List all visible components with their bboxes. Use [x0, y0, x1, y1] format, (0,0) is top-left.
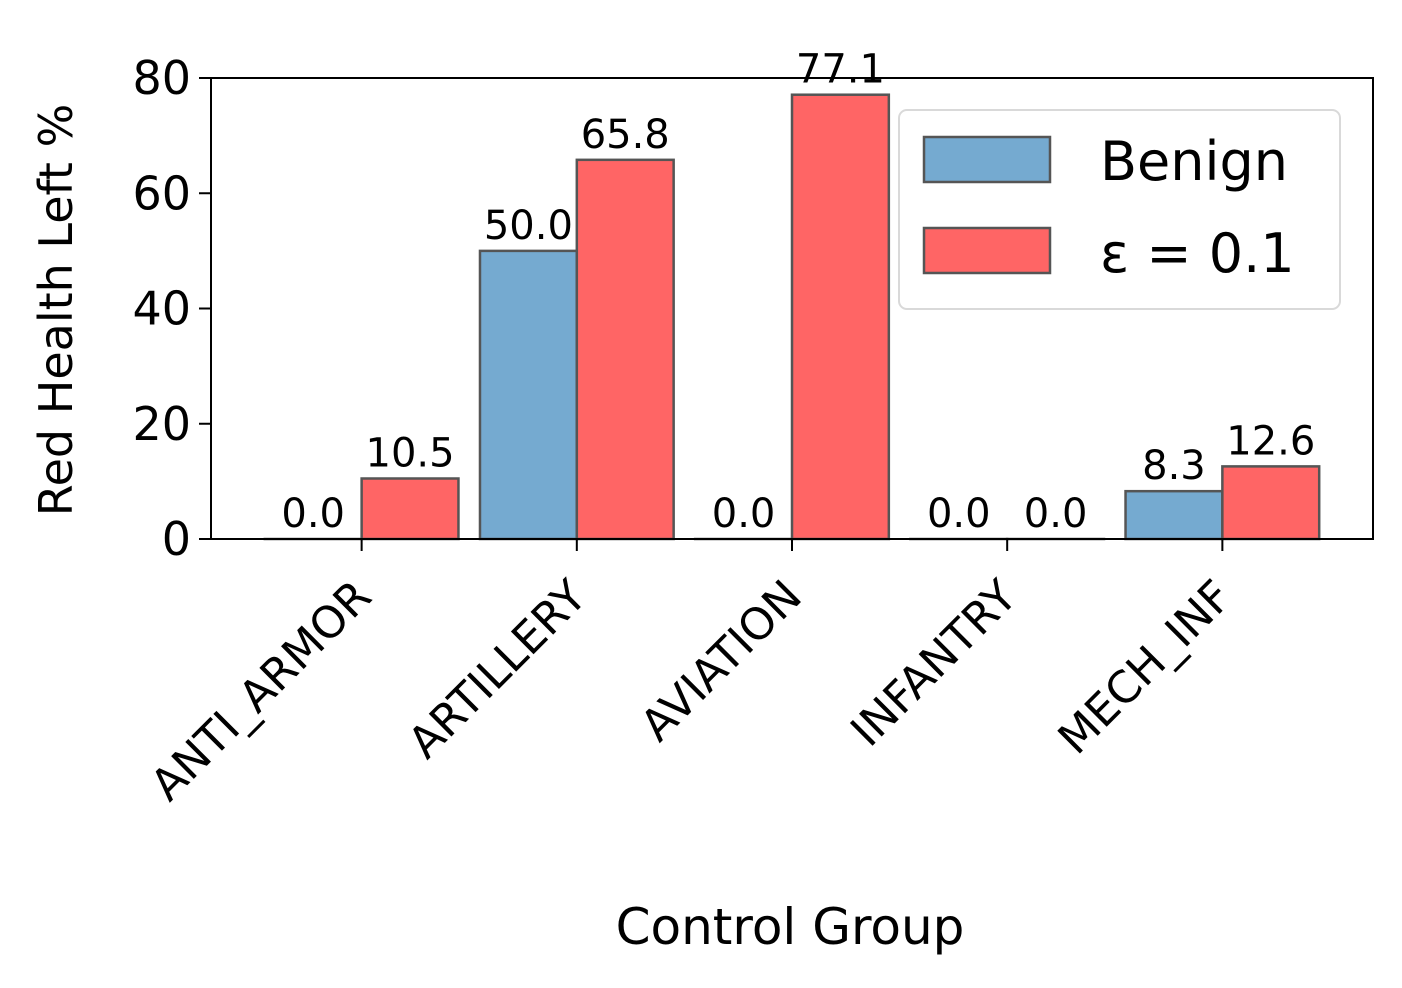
- bar-value-label: 77.1: [796, 47, 885, 93]
- y-tick-label: 40: [132, 282, 191, 336]
- bar-value-label: 0.0: [927, 491, 991, 537]
- bar-value-label: 50.0: [484, 203, 573, 249]
- bar-epsilon-anti-armor: [360, 477, 460, 541]
- bar-value-label: 10.5: [366, 430, 455, 476]
- legend-swatch-epsilon: [922, 226, 1052, 275]
- legend-label-epsilon: ε = 0.1: [1100, 222, 1295, 285]
- y-axis: 0 20 40 60 80: [132, 51, 211, 566]
- y-tick-label: 20: [132, 397, 191, 451]
- y-tick-label: 0: [162, 512, 191, 566]
- x-tick-label-mech-inf: MECH_INF: [1049, 571, 1243, 765]
- x-tick-label-aviation: AVIATION: [631, 571, 812, 752]
- x-tick-label-infantry: INFANTRY: [841, 571, 1027, 757]
- bar-epsilon-mech-inf: [1221, 465, 1321, 541]
- x-axis: ANTI_ARMOR ARTILLERY AVIATION INFANTRY MECH_…: [141, 539, 1242, 811]
- bar-benign-artillery: [478, 249, 579, 541]
- bar-value-label: 12.6: [1226, 418, 1315, 464]
- bar-value-label: 8.3: [1142, 443, 1206, 489]
- bar-value-label: 0.0: [1024, 491, 1088, 537]
- legend: Benign ε = 0.1: [898, 109, 1341, 310]
- bar-labels-layer: 0.0 50.0 0.0 0.0 8.3 10.5 65.8 77.1 0.0 12.6: [281, 47, 1315, 537]
- y-tick-label: 80: [132, 51, 191, 105]
- y-tick-label: 60: [132, 166, 191, 220]
- bar-epsilon-aviation: [790, 93, 891, 541]
- y-axis-title: Red Health Left %: [29, 104, 83, 517]
- bar-benign-mech-inf: [1124, 489, 1224, 541]
- x-tick-label-artillery: ARTILLERY: [399, 571, 597, 769]
- x-tick-label-anti-armor: ANTI_ARMOR: [141, 571, 381, 811]
- bar-epsilon-artillery: [575, 158, 675, 541]
- bar-value-label: 0.0: [712, 491, 776, 537]
- bar-value-label: 65.8: [581, 112, 670, 158]
- legend-label-benign: Benign: [1100, 130, 1288, 193]
- legend-swatch-benign: [922, 135, 1052, 184]
- bar-value-label: 0.0: [281, 491, 345, 537]
- bars-layer: [263, 93, 1321, 541]
- x-axis-title: Control Group: [616, 898, 965, 956]
